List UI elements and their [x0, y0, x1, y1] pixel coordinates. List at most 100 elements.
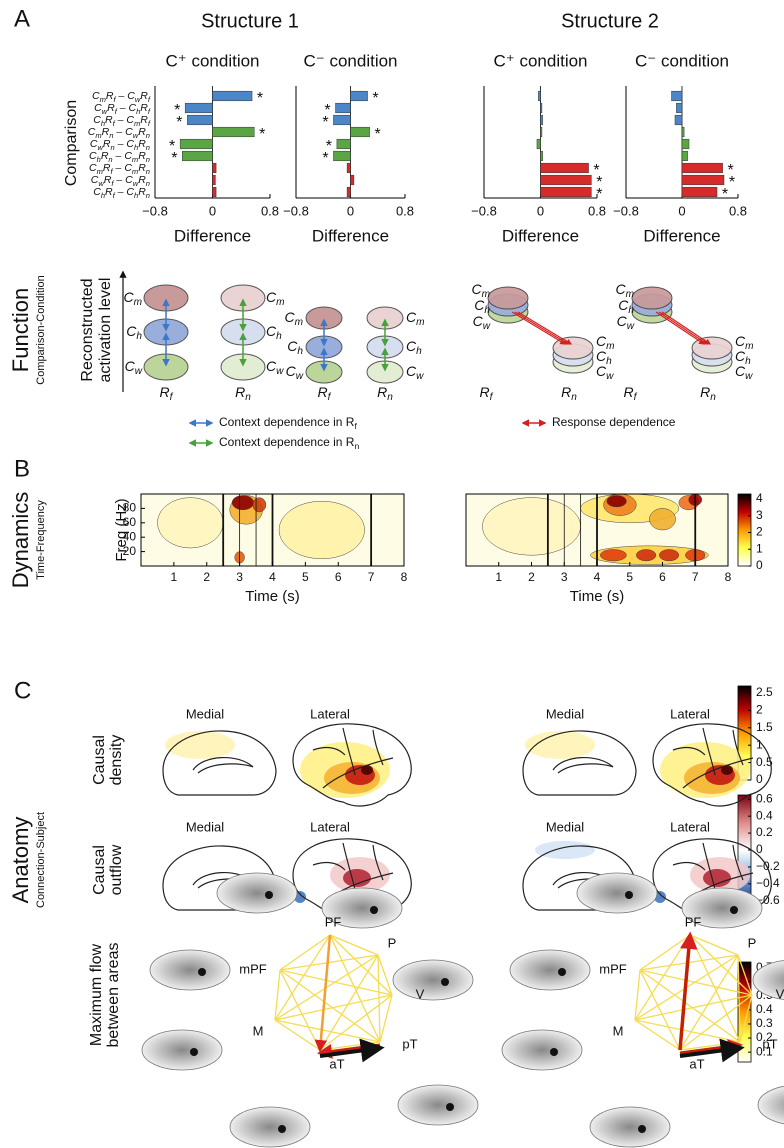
- small-brain-spot: [190, 1048, 198, 1056]
- subscript: n: [146, 143, 150, 152]
- subscript: n: [571, 392, 577, 403]
- bar: [212, 126, 255, 138]
- x-tick-label: 5: [302, 570, 309, 584]
- colorbar-tick-label: 0: [756, 558, 763, 572]
- colorbar-tick-label: 0.6: [756, 791, 773, 805]
- subscript: m: [416, 317, 424, 328]
- category-label: CwRn – ChRn: [90, 138, 150, 152]
- response-label: Rn: [235, 384, 251, 403]
- text-part: C: [92, 90, 100, 102]
- subscript: n: [245, 392, 251, 403]
- row-label: Causal: [91, 735, 108, 785]
- bar: [540, 150, 543, 162]
- level-label: Cw: [617, 313, 635, 332]
- small-brain: [229, 1106, 311, 1148]
- network-edge: [319, 994, 393, 1051]
- response-label: Rn: [700, 384, 716, 403]
- subscript: h: [745, 356, 751, 367]
- bar: [333, 114, 351, 126]
- level-label: Cw: [286, 363, 304, 382]
- significance-mark: *: [729, 174, 735, 191]
- row-label: between areas: [105, 943, 122, 1048]
- significance-mark: *: [372, 90, 378, 107]
- response-arrow: [511, 311, 567, 345]
- network-edge: [279, 969, 321, 1051]
- network-edge: [639, 934, 691, 971]
- structure-title: Structure 1: [201, 10, 299, 32]
- subscript: f: [148, 119, 151, 128]
- small-brain: [397, 1084, 479, 1126]
- small-brain: [321, 887, 403, 929]
- text-part: R: [138, 186, 146, 198]
- network-edge: [634, 1019, 741, 1043]
- subscript: h: [297, 346, 303, 357]
- subscript: w: [102, 107, 108, 116]
- text-part: C: [124, 150, 132, 162]
- x-tick-label: −0.8: [613, 203, 639, 218]
- colorbar-tick-label: 3: [756, 508, 763, 522]
- small-brain: [509, 949, 591, 991]
- network-edge-strong: [678, 931, 698, 1051]
- category-label: CmRf – CmRn: [89, 162, 150, 176]
- text-part: C: [618, 297, 629, 313]
- small-brain: [149, 949, 231, 991]
- category-label: ChRf – ChRn: [93, 186, 150, 200]
- response-arrow: [658, 311, 708, 345]
- node-label: P: [748, 935, 757, 950]
- small-brain: [141, 1029, 223, 1071]
- significance-mark: *: [322, 150, 328, 167]
- bar: [674, 114, 683, 126]
- x-tick-label: −0.8: [283, 203, 309, 218]
- text-part: C: [596, 363, 607, 379]
- bar: [681, 126, 685, 138]
- heat-blob: [606, 495, 627, 508]
- text-part: C: [284, 309, 295, 325]
- subscript: f: [113, 191, 116, 200]
- category-label: ChRf – CmRf: [93, 114, 151, 128]
- subscript: n: [146, 167, 150, 176]
- category-label: ChRn – CmRn: [89, 150, 150, 164]
- brain-outline: [652, 723, 772, 807]
- chart-title: C⁺ condition: [493, 51, 587, 70]
- text-part: C: [93, 186, 101, 198]
- small-brain-spot: [441, 978, 449, 986]
- subscript: m: [134, 297, 142, 308]
- text-part: –: [113, 126, 125, 138]
- x-axis-label: Difference: [643, 226, 720, 245]
- subscript: m: [745, 341, 753, 352]
- heat-blob: [278, 500, 365, 560]
- node-label: pT: [762, 1036, 777, 1051]
- text-part: R: [101, 150, 109, 162]
- text-part: C: [125, 174, 133, 186]
- text-part: R: [561, 384, 571, 400]
- text-part: C: [266, 358, 277, 374]
- colorbar: [737, 493, 752, 567]
- category-label: CwRf – CwRn: [91, 174, 150, 188]
- text-part: C: [471, 281, 482, 297]
- subscript: f: [634, 392, 638, 403]
- text-part: R: [106, 90, 114, 102]
- colorbar-tick-label: 0.4: [756, 1002, 773, 1016]
- text-part: C: [88, 126, 96, 138]
- subscript: m: [606, 341, 614, 352]
- significance-mark: *: [257, 90, 263, 107]
- network-edge: [274, 994, 393, 1021]
- text-part: C: [89, 150, 97, 162]
- level-label: Ch: [735, 348, 751, 367]
- text-part: R: [624, 384, 634, 400]
- x-tick-label: 0.8: [588, 203, 606, 218]
- network-edge: [634, 1019, 681, 1051]
- x-axis-label: Difference: [174, 226, 251, 245]
- text-part: C: [406, 363, 417, 379]
- text-part: R: [103, 162, 111, 174]
- network-edge: [329, 934, 381, 1043]
- x-tick-label: −0.8: [471, 203, 497, 218]
- network-edge: [639, 969, 753, 996]
- text-part: C: [266, 323, 277, 339]
- response-label: Rn: [561, 384, 577, 403]
- subscript: w: [745, 371, 753, 382]
- x-tick-label: 0.8: [396, 203, 414, 218]
- text-part: C: [474, 297, 485, 313]
- subscript: n: [109, 131, 113, 140]
- colorbar-tick-label: 2: [756, 525, 763, 539]
